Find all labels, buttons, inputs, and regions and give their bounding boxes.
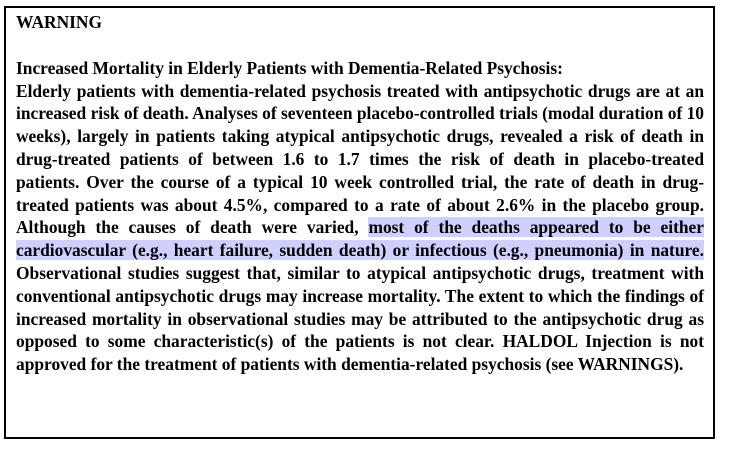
body-text-before-highlight: Elderly patients with dementia-related p… xyxy=(16,80,704,238)
warning-body: Elderly patients with dementia-related p… xyxy=(16,80,704,376)
body-text-after-highlight: Observational studies suggest that, simi… xyxy=(16,262,704,375)
warning-subtitle: Increased Mortality in Elderly Patients … xyxy=(16,57,563,78)
warning-title: WARNING xyxy=(16,12,102,32)
boxed-warning: WARNING Increased Mortality in Elderly P… xyxy=(4,6,715,439)
